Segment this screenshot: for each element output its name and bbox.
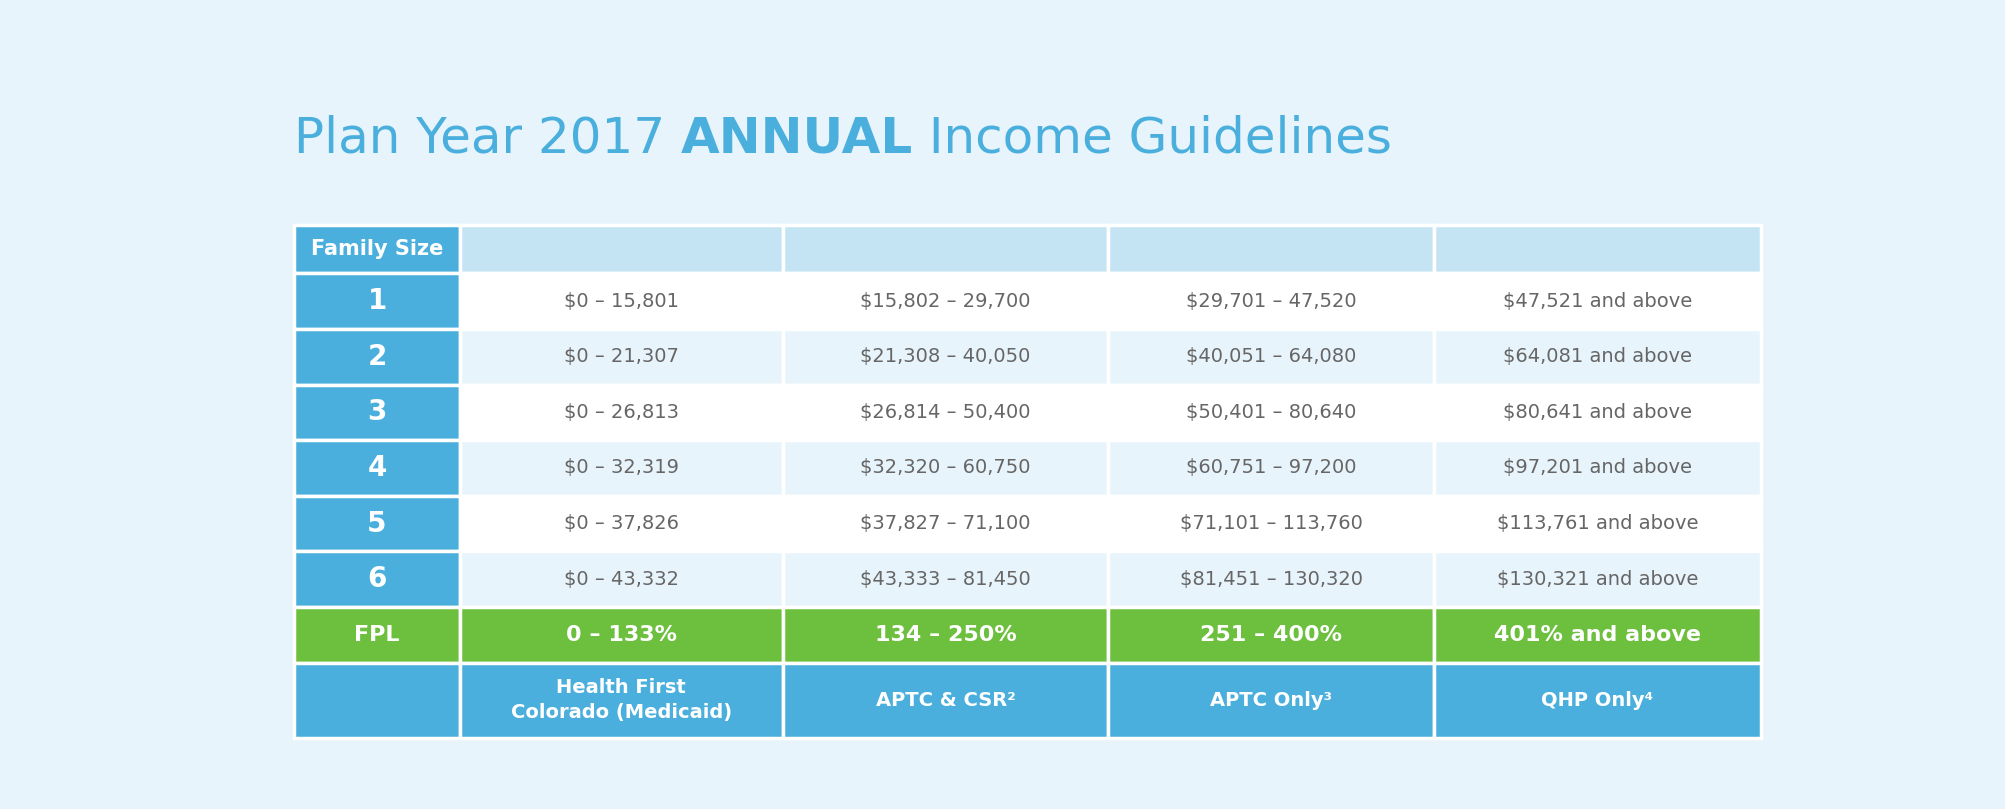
Bar (782, 663, 1109, 738)
Text: 251 – 400%: 251 – 400% (1201, 625, 1341, 645)
Text: $29,701 – 47,520: $29,701 – 47,520 (1185, 291, 1355, 311)
Bar (1109, 552, 1434, 607)
Bar (1109, 607, 1434, 663)
Bar (459, 273, 782, 328)
Text: Income Guidelines: Income Guidelines (914, 115, 1391, 163)
Bar (459, 552, 782, 607)
Text: $43,333 – 81,450: $43,333 – 81,450 (860, 570, 1031, 589)
Bar (1109, 663, 1434, 738)
Bar (782, 384, 1109, 440)
Text: $0 – 21,307: $0 – 21,307 (563, 347, 678, 366)
Text: $0 – 37,826: $0 – 37,826 (563, 515, 680, 533)
Text: $0 – 26,813: $0 – 26,813 (563, 403, 680, 421)
Bar (1434, 440, 1760, 496)
Bar (1434, 607, 1760, 663)
Bar (295, 607, 459, 663)
Bar (295, 663, 459, 738)
Bar (782, 273, 1109, 328)
Text: 3: 3 (367, 398, 387, 426)
Text: 0 – 133%: 0 – 133% (565, 625, 678, 645)
Bar (1434, 273, 1760, 328)
Bar (459, 607, 782, 663)
Text: $71,101 – 113,760: $71,101 – 113,760 (1179, 515, 1363, 533)
Bar (1109, 225, 1434, 273)
Bar (459, 496, 782, 552)
Bar (782, 225, 1109, 273)
Text: $80,641 and above: $80,641 and above (1504, 403, 1692, 421)
Text: $40,051 – 64,080: $40,051 – 64,080 (1185, 347, 1355, 366)
Text: $130,321 and above: $130,321 and above (1498, 570, 1698, 589)
Text: $15,802 – 29,700: $15,802 – 29,700 (860, 291, 1031, 311)
Bar (1109, 384, 1434, 440)
Bar (782, 552, 1109, 607)
Text: APTC & CSR²: APTC & CSR² (876, 691, 1015, 709)
Text: 2: 2 (367, 343, 387, 371)
Bar (1434, 384, 1760, 440)
Bar (295, 552, 459, 607)
Text: $113,761 and above: $113,761 and above (1496, 515, 1698, 533)
Bar (782, 328, 1109, 384)
Text: $60,751 – 97,200: $60,751 – 97,200 (1185, 459, 1355, 477)
Text: $0 – 43,332: $0 – 43,332 (563, 570, 680, 589)
Bar (295, 496, 459, 552)
Text: Plan Year 2017: Plan Year 2017 (295, 115, 682, 163)
Text: 4: 4 (367, 454, 387, 482)
Bar (459, 440, 782, 496)
Bar (459, 328, 782, 384)
Bar (1109, 328, 1434, 384)
Bar (1434, 552, 1760, 607)
Bar (295, 440, 459, 496)
Text: $0 – 32,319: $0 – 32,319 (563, 459, 680, 477)
Text: FPL: FPL (355, 625, 399, 645)
Bar (459, 225, 782, 273)
Bar (1434, 225, 1760, 273)
Bar (1109, 496, 1434, 552)
Text: $21,308 – 40,050: $21,308 – 40,050 (860, 347, 1031, 366)
Text: $0 – 15,801: $0 – 15,801 (563, 291, 680, 311)
Bar (295, 328, 459, 384)
Text: $81,451 – 130,320: $81,451 – 130,320 (1179, 570, 1363, 589)
Text: ANNUAL: ANNUAL (682, 115, 914, 163)
Bar (782, 440, 1109, 496)
Text: QHP Only⁴: QHP Only⁴ (1542, 691, 1654, 709)
Text: $26,814 – 50,400: $26,814 – 50,400 (860, 403, 1031, 421)
Bar (1434, 663, 1760, 738)
Bar (1109, 273, 1434, 328)
Text: $97,201 and above: $97,201 and above (1504, 459, 1692, 477)
Text: 1: 1 (367, 287, 387, 315)
Text: Health First
Colorado (Medicaid): Health First Colorado (Medicaid) (511, 678, 732, 722)
Bar (459, 384, 782, 440)
Text: $37,827 – 71,100: $37,827 – 71,100 (860, 515, 1031, 533)
Text: APTC Only³: APTC Only³ (1211, 691, 1331, 709)
Text: 5: 5 (367, 510, 387, 538)
Text: 6: 6 (367, 565, 387, 593)
Bar (295, 225, 459, 273)
Bar (1434, 496, 1760, 552)
Text: 134 – 250%: 134 – 250% (874, 625, 1017, 645)
Bar (459, 663, 782, 738)
Text: $64,081 and above: $64,081 and above (1504, 347, 1692, 366)
Text: Family Size: Family Size (311, 239, 443, 259)
Bar (1434, 328, 1760, 384)
Text: $47,521 and above: $47,521 and above (1504, 291, 1692, 311)
Bar (1109, 440, 1434, 496)
Text: $32,320 – 60,750: $32,320 – 60,750 (860, 459, 1031, 477)
Text: $50,401 – 80,640: $50,401 – 80,640 (1185, 403, 1355, 421)
Bar (295, 273, 459, 328)
Bar (782, 496, 1109, 552)
Bar (295, 384, 459, 440)
Bar (782, 607, 1109, 663)
Text: 401% and above: 401% and above (1494, 625, 1700, 645)
